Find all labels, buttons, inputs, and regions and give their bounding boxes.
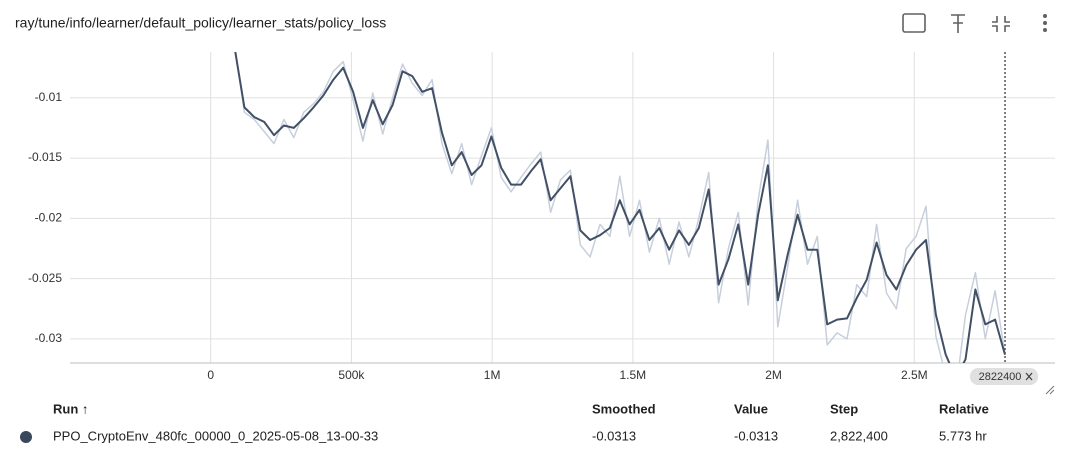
- grid: [70, 52, 1055, 363]
- table-header[interactable]: Value: [734, 401, 768, 416]
- table-cell: 2,822,400: [830, 428, 888, 443]
- cursor-label: 2822400: [979, 371, 1022, 383]
- y-tick-label: -0.025: [28, 271, 62, 285]
- toolbar: [902, 13, 1047, 33]
- y-tick-label: -0.03: [35, 331, 63, 345]
- table-header[interactable]: Step: [830, 401, 858, 416]
- table-header[interactable]: Smoothed: [592, 401, 656, 416]
- chart-title: ray/tune/info/learner/default_policy/lea…: [15, 15, 386, 31]
- series-line: [234, 52, 1006, 363]
- table-cell: PPO_CryptoEnv_480fc_00000_0_2025-05-08_1…: [53, 428, 378, 443]
- table-cell: -0.0313: [592, 428, 636, 443]
- y-tick-label: -0.02: [35, 211, 63, 225]
- table-cell: -0.0313: [734, 428, 778, 443]
- menu-icon[interactable]: [1043, 14, 1047, 32]
- collapse-icon[interactable]: [992, 16, 1010, 32]
- x-tick-label: 2.5M: [901, 368, 928, 382]
- resize-handle[interactable]: [1045, 385, 1055, 395]
- labels: -0.01 -0.015 -0.02 -0.025 -0.03 0 500k 1M 1.5M 2M…: [28, 52, 1039, 385]
- cursor-chip: [970, 368, 1039, 385]
- cursor-close[interactable]: [1025, 372, 1033, 381]
- x-tick-label: 500k: [338, 368, 365, 382]
- series-line: [234, 52, 1006, 363]
- x-tick-label: 2M: [765, 368, 782, 382]
- table-header[interactable]: Relative: [939, 401, 989, 416]
- run-color-dot: [20, 431, 32, 443]
- plot: [234, 52, 1006, 363]
- y-tick-label: -0.015: [28, 150, 62, 164]
- table-cell: 5.773 hr: [939, 428, 987, 443]
- pin-icon[interactable]: [951, 14, 965, 33]
- fit-icon[interactable]: [902, 13, 926, 33]
- x-tick-label: 1.5M: [620, 368, 647, 382]
- y-tick-label: -0.01: [35, 90, 63, 104]
- table-header[interactable]: Run ↑: [53, 401, 88, 416]
- x-tick-label: 1M: [484, 368, 501, 382]
- x-tick-label: 0: [207, 368, 214, 382]
